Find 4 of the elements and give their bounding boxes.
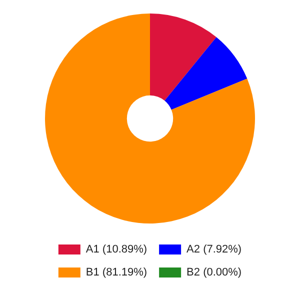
- legend-label: B1 (81.19%): [86, 266, 148, 279]
- legend-label: A1 (10.89%): [86, 244, 148, 256]
- legend-label: A2 (7.92%): [186, 244, 242, 256]
- legend-label: B2 (0.00%): [186, 266, 242, 279]
